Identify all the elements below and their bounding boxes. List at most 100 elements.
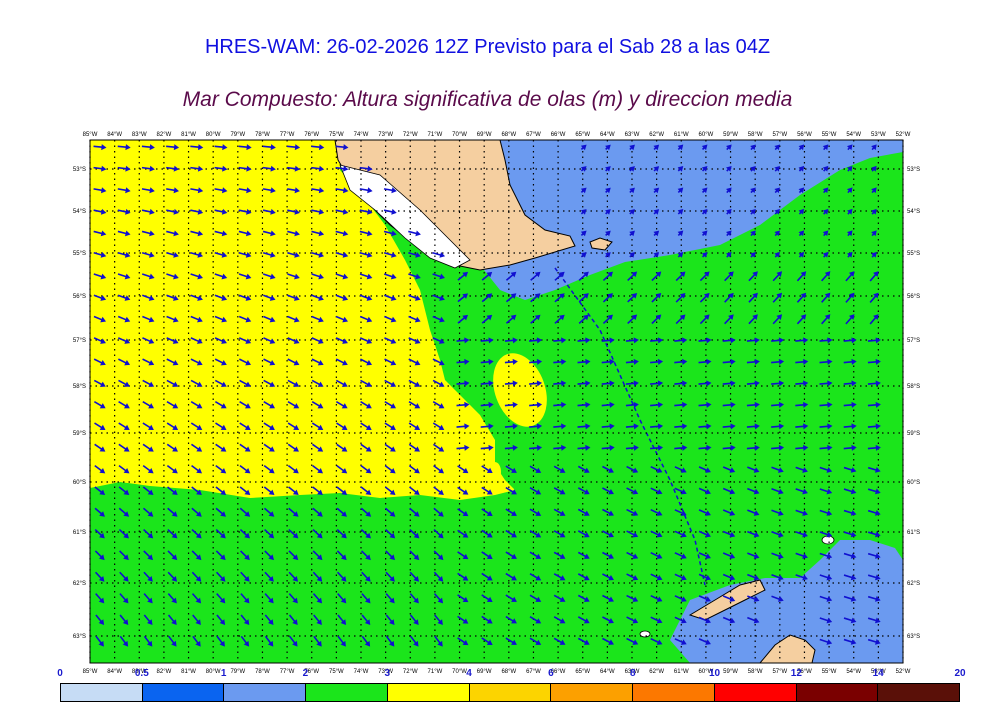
wave-direction-arrows [93, 144, 881, 647]
wave-direction-arrow [239, 401, 251, 409]
wave-direction-arrow [605, 144, 611, 151]
wave-direction-arrow [457, 486, 469, 495]
wave-direction-arrow [263, 379, 276, 387]
wave-direction-arrow [119, 635, 129, 647]
wave-direction-arrow [553, 551, 566, 559]
wave-direction-arrow [311, 379, 324, 387]
wave-direction-arrow [385, 550, 396, 561]
wave-direction-arrow [674, 444, 688, 451]
wave-direction-arrow [166, 422, 179, 430]
wave-direction-arrow [433, 571, 444, 582]
wave-direction-arrow [530, 271, 541, 281]
wave-direction-arrow [337, 635, 346, 647]
wave-direction-arrow [408, 443, 420, 452]
wave-direction-arrow [457, 314, 469, 324]
wave-direction-arrow [239, 529, 250, 539]
wave-direction-arrow [480, 358, 494, 365]
wave-direction-arrow [167, 507, 178, 517]
wave-direction-arrow [772, 292, 783, 303]
wave-direction-arrow [238, 294, 252, 301]
wave-direction-arrow [167, 614, 177, 626]
wave-direction-arrow [529, 423, 543, 430]
wave-direction-arrow [287, 144, 301, 151]
wave-direction-arrow [505, 637, 517, 645]
wave-direction-arrow [264, 593, 274, 604]
wave-direction-arrow [238, 273, 252, 280]
longitude-label: 84°W [107, 132, 122, 138]
wave-direction-arrow [311, 337, 324, 344]
wave-direction-arrow [626, 487, 639, 495]
wave-direction-arrow [580, 209, 587, 215]
wave-direction-arrow [577, 551, 590, 559]
wave-direction-arrow [747, 509, 760, 516]
wave-direction-arrow [795, 531, 808, 538]
wave-direction-arrow [457, 615, 469, 624]
wave-direction-arrow [287, 358, 300, 366]
wave-direction-arrow [819, 617, 833, 624]
wave-direction-arrow [166, 208, 179, 215]
wave-direction-arrow [601, 358, 615, 365]
longitude-label: 54°W [846, 669, 861, 675]
wave-direction-arrow [629, 209, 635, 215]
wave-direction-arrow [480, 444, 494, 451]
wave-direction-arrow [798, 187, 805, 194]
wave-direction-arrow [166, 401, 179, 409]
wave-direction-arrow [191, 507, 202, 517]
colorbar-tick-label: 3 [384, 668, 391, 679]
wave-direction-arrow [578, 314, 589, 324]
longitude-label: 81°W [181, 132, 196, 138]
wave-direction-arrow [408, 464, 420, 474]
wave-direction-arrow [408, 379, 421, 387]
wave-direction-arrow [262, 165, 276, 172]
colorbar-tick-label: 2 [302, 668, 309, 679]
wave-direction-arrow [118, 401, 130, 409]
wave-direction-arrow [190, 379, 203, 387]
wave-direction-arrow [335, 165, 349, 172]
latitude-label: 62°S [907, 581, 920, 587]
wave-direction-arrow [867, 423, 881, 430]
wave-direction-arrow [263, 401, 276, 409]
wave-direction-arrow [457, 594, 469, 603]
wave-direction-arrow [843, 638, 857, 645]
wave-direction-arrow [504, 444, 518, 451]
wave-direction-arrow [796, 314, 807, 325]
wave-direction-arrow [481, 594, 493, 603]
wave-direction-arrow [359, 273, 373, 280]
wave-direction-arrow [142, 507, 154, 517]
longitude-label: 78°W [255, 669, 270, 675]
wave-direction-arrow [795, 401, 809, 408]
wave-direction-arrow [216, 635, 225, 647]
latitude-label: 57°S [907, 338, 920, 344]
wave-direction-arrow [359, 337, 373, 344]
wave-direction-arrow [822, 187, 829, 194]
wave-direction-arrow [384, 337, 397, 344]
wave-direction-arrow [383, 273, 397, 280]
wave-direction-arrow [553, 380, 567, 387]
latitude-label: 56°S [73, 294, 86, 300]
wave-direction-arrow [747, 530, 760, 538]
latitude-label: 63°S [73, 634, 86, 640]
wave-direction-arrow [553, 465, 566, 473]
wave-direction-arrow [287, 443, 299, 452]
wave-direction-arrow [774, 187, 780, 194]
wave-direction-arrow [118, 443, 130, 452]
wave-direction-arrow [674, 380, 688, 387]
wave-direction-arrow [384, 358, 397, 366]
colorbar-tick-label: 20 [954, 668, 966, 679]
wave-direction-arrow [432, 315, 445, 323]
wave-direction-arrow [192, 614, 201, 626]
wave-direction-arrow [93, 251, 107, 258]
wave-direction-arrow [481, 572, 493, 581]
wave-direction-arrow [650, 380, 664, 387]
wave-direction-arrow [239, 422, 251, 430]
wave-direction-arrow [625, 337, 639, 344]
wave-direction-arrow [287, 208, 300, 215]
wave-direction-arrow [408, 273, 421, 280]
wave-direction-arrow [698, 444, 712, 451]
colorbar-tick-label: 4 [466, 668, 472, 679]
colorbar-tick-label: 8 [629, 668, 636, 679]
wave-direction-arrow [650, 487, 663, 495]
wave-direction-arrow [530, 314, 541, 324]
wave-direction-arrow [384, 443, 396, 452]
wave-direction-arrow [238, 315, 252, 323]
